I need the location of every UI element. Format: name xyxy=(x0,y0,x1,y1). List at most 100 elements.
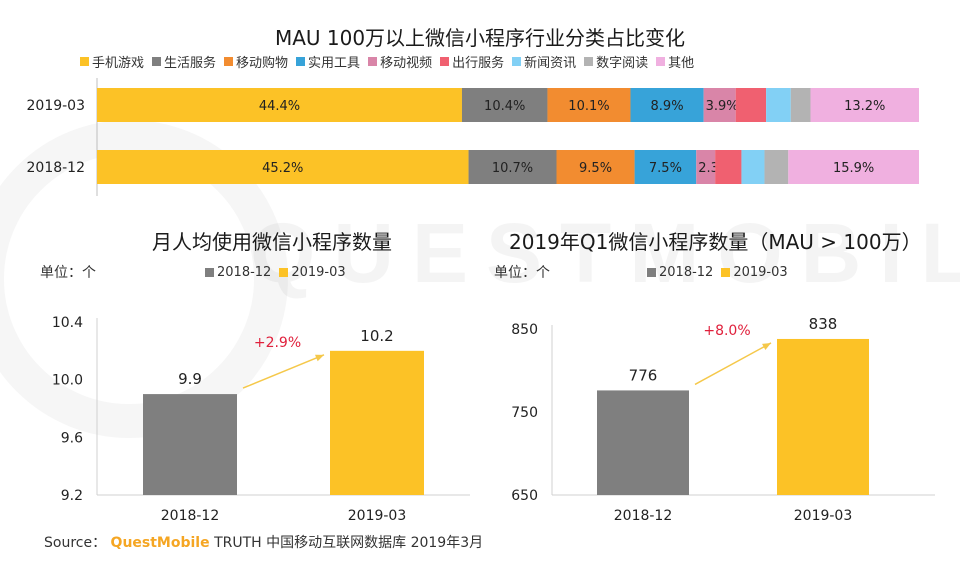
chart3-bar: 650 750 850 776 2018-12 838 2019-03 +8.0% xyxy=(511,315,935,524)
source-brand: QuestMobile xyxy=(110,535,210,551)
chart1-legend-item: 移动视频 xyxy=(368,52,432,71)
chart2-unit: 单位：个 xyxy=(40,265,96,281)
chart1-legend-swatch xyxy=(368,57,378,66)
chart1-legend-swatch xyxy=(440,57,450,66)
chart2-legend-item: 2018-12 xyxy=(205,265,271,280)
chart1-legend-swatch xyxy=(584,57,594,66)
chart2-bar xyxy=(143,394,237,495)
chart1-legend-label: 其他 xyxy=(668,56,695,71)
chart1-category-label: 2019-03 xyxy=(27,98,86,114)
chart1-legend-label: 移动视频 xyxy=(380,56,433,71)
chart2-x-tick-label: 2019-03 xyxy=(348,508,407,524)
chart2-y-tick-label: 10.4 xyxy=(52,315,83,331)
chart2-growth-arrow-line xyxy=(242,354,325,389)
chart1-bar-segment xyxy=(735,88,767,122)
chart2-y-tick-label: 10.0 xyxy=(52,373,83,389)
chart3-bar xyxy=(777,338,869,495)
chart3-y-tick-label: 650 xyxy=(511,488,538,504)
chart3-legend-label: 2018-12 xyxy=(659,265,714,280)
chart1-legend: 手机游戏 生活服务 移动购物 实用工具 移动视频 出行服务 新闻资讯 数字阅读 其他 xyxy=(80,52,702,71)
chart2-growth-label: +2.9% xyxy=(254,335,301,351)
chart2-legend: 2018-12 2019-03 xyxy=(205,265,354,280)
chart1-legend-item: 移动购物 xyxy=(224,52,288,71)
chart1-legend-label: 出行服务 xyxy=(452,56,505,71)
chart1-bar-segment xyxy=(634,150,697,184)
chart3-legend-item: 2018-12 xyxy=(647,265,713,280)
chart1-data-label: 10.1% xyxy=(568,99,609,114)
chart3-legend-item: 2019-03 xyxy=(721,265,788,280)
chart1-legend-item: 新闻资讯 xyxy=(512,52,576,71)
chart3-y-tick-label: 850 xyxy=(511,322,538,338)
chart1-bar-segment xyxy=(764,150,789,184)
chart3-unit: 单位：个 xyxy=(494,265,550,281)
chart1-bar-segment xyxy=(547,88,631,122)
chart2-title: 月人均使用微信小程序数量 xyxy=(152,230,392,254)
chart1-legend-swatch xyxy=(80,57,89,66)
chart1-legend-swatch xyxy=(152,57,162,66)
chart1-data-label: 10.7% xyxy=(492,161,533,176)
chart2-value-label: 10.2 xyxy=(360,327,393,345)
chart1-bar-segment xyxy=(766,88,791,122)
chart2-y-tick-label: 9.2 xyxy=(61,488,83,504)
chart1-bar-segment xyxy=(461,88,548,122)
chart1-legend-label: 移动购物 xyxy=(236,56,289,71)
chart1-legend-label: 新闻资讯 xyxy=(524,56,577,71)
chart1-legend-label: 生活服务 xyxy=(164,56,217,71)
chart1-legend-item: 实用工具 xyxy=(296,52,360,71)
chart1-legend-swatch xyxy=(296,57,306,66)
chart1-bar-segment xyxy=(788,150,919,184)
chart2-value-label: 9.9 xyxy=(178,370,202,388)
chart2-legend-swatch xyxy=(279,268,289,277)
chart2-y-tick-label: 9.6 xyxy=(61,430,83,446)
chart2-x-tick-label: 2018-12 xyxy=(161,508,220,524)
chart1-legend-item: 出行服务 xyxy=(440,52,504,71)
chart1-legend-item: 生活服务 xyxy=(152,52,216,71)
chart1-legend-item: 其他 xyxy=(656,52,694,71)
chart1-legend-label: 实用工具 xyxy=(308,56,361,71)
chart3-growth-label: +8.0% xyxy=(703,323,750,339)
chart1-bar-segment xyxy=(630,88,704,122)
chart1-title: MAU 100万以上微信小程序行业分类占比变化 xyxy=(274,26,686,50)
chart3-legend-swatch xyxy=(647,268,656,277)
chart1-stacked-bar: 2019-03 44.4% 10.4% 10.1% 8.9% 3.9% 13.2% 2018-… xyxy=(27,78,919,196)
chart2-growth-arrow-head xyxy=(315,354,324,362)
chart3-value-label: 776 xyxy=(629,366,658,384)
source-line: Source： QuestMobile TRUTH 中国移动互联网数据库 201… xyxy=(44,532,483,552)
chart1-data-label: 44.4% xyxy=(259,99,300,114)
source-label: Source： xyxy=(44,535,107,551)
chart3-x-tick-label: 2018-12 xyxy=(614,508,673,524)
chart1-category-label: 2018-12 xyxy=(27,160,86,176)
chart1-bar-segment xyxy=(696,150,716,184)
chart1-bar-segment xyxy=(556,150,635,184)
chart1-data-label: 9.5% xyxy=(579,161,612,176)
chart1-bar-segment xyxy=(790,88,811,122)
chart2-legend-label: 2018-12 xyxy=(217,265,272,280)
watermark-text: QUESTMOBILE xyxy=(250,205,960,302)
chart3-legend: 2018-12 2019-03 xyxy=(647,265,796,280)
chart3-x-tick-label: 2019-03 xyxy=(794,508,853,524)
chart3-growth-arrow-line xyxy=(694,342,772,386)
chart3-y-tick-label: 750 xyxy=(511,405,538,421)
chart1-data-label: 45.2% xyxy=(262,161,303,176)
chart1-legend-label: 手机游戏 xyxy=(92,56,145,71)
chart2-bar xyxy=(330,350,424,495)
chart1-bar-segment xyxy=(741,150,765,184)
chart3-legend-label: 2019-03 xyxy=(733,265,788,280)
chart1-bar-segment xyxy=(703,88,736,122)
chart3-bar xyxy=(597,390,689,495)
chart1-legend-label: 数字阅读 xyxy=(596,56,649,71)
chart1-data-label: 15.9% xyxy=(833,161,874,176)
chart2-legend-swatch xyxy=(205,268,214,277)
chart1-data-label: 3.9% xyxy=(706,99,739,114)
chart1-bar-segment xyxy=(715,150,742,184)
chart1-legend-swatch xyxy=(656,57,666,66)
chart1-bar-segment xyxy=(468,150,557,184)
chart2-legend-label: 2019-03 xyxy=(291,265,346,280)
chart1-legend-item: 手机游戏 xyxy=(80,52,144,71)
chart2-bar: 9.2 9.6 10.0 10.4 9.9 2018-12 10.2 2019-03 +2.9% xyxy=(52,315,470,524)
chart3-value-label: 838 xyxy=(809,315,838,333)
chart1-data-label: 8.9% xyxy=(651,99,684,114)
chart1-bar-segment xyxy=(97,150,469,184)
chart1-bar-segment xyxy=(97,88,462,122)
